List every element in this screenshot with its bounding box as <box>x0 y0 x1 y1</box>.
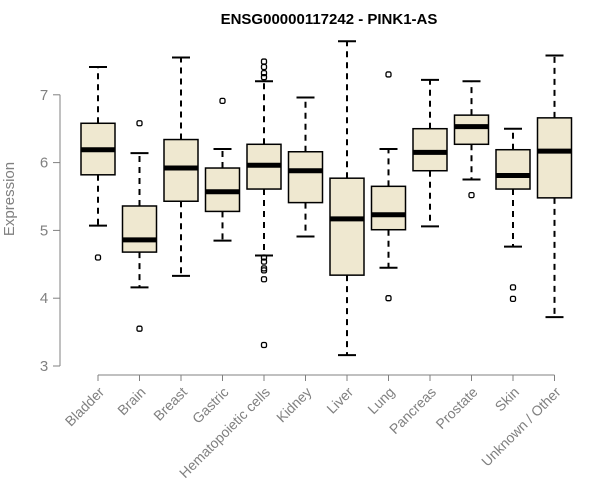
x-tick-label: Bladder <box>62 384 108 430</box>
y-axis-label: Expression <box>1 162 18 236</box>
x-tick-label: Kidney <box>273 384 315 426</box>
y-tick-label: 3 <box>40 358 48 375</box>
x-tick-label: Skin <box>492 384 523 415</box>
x-tick-label: Unknown / Other <box>478 384 564 470</box>
iqr-box <box>453 114 490 146</box>
box-unknown-other <box>536 54 573 319</box>
outlier-point <box>219 97 226 105</box>
y-tick-label: 6 <box>40 155 48 172</box>
box-bladder <box>80 66 116 261</box>
outlier-point <box>94 254 102 261</box>
iqr-box <box>536 117 573 199</box>
x-tick-label: Brain <box>114 384 148 418</box>
outlier-point <box>260 276 268 283</box>
outlier-point <box>260 341 268 349</box>
y-tick-label: 5 <box>40 222 48 239</box>
box-gastric <box>204 97 241 242</box>
iqr-box <box>329 177 365 276</box>
outlier-point <box>509 284 517 291</box>
x-tick-label: Liver <box>323 384 356 417</box>
outlier-point <box>385 71 392 78</box>
outlier-point <box>260 254 268 261</box>
y-tick-label: 7 <box>40 87 48 104</box>
box-pancreas <box>412 78 448 228</box>
x-tick-label: Lung <box>364 384 397 417</box>
outlier-point <box>260 258 268 265</box>
iqr-box <box>495 148 531 190</box>
box-hematopoietic-cells <box>246 58 282 349</box>
box-kidney <box>287 96 324 238</box>
outlier-point <box>136 325 143 332</box>
outlier-point <box>136 120 143 127</box>
outlier-point <box>509 295 517 303</box>
chart-title: ENSG00000117242 - PINK1-AS <box>221 11 438 28</box>
x-tick-label: Prostate <box>432 384 480 432</box>
boxes-group <box>80 40 573 357</box>
y-axis: 3 4 5 6 7 <box>40 87 61 375</box>
iqr-box <box>412 127 448 172</box>
box-breast <box>163 56 199 277</box>
iqr-box <box>370 185 407 231</box>
outlier-point <box>260 267 268 274</box>
outlier-point <box>260 69 268 77</box>
outlier-point <box>260 58 268 65</box>
outlier-point <box>385 295 392 302</box>
iqr-box <box>121 205 158 253</box>
outlier-point <box>468 191 475 199</box>
box-skin <box>495 127 531 303</box>
outlier-point <box>260 74 268 81</box>
y-tick-label: 4 <box>40 290 48 307</box>
box-lung <box>370 71 407 302</box>
iqr-box <box>287 151 324 204</box>
outlier-point <box>260 63 268 71</box>
box-prostate <box>453 80 490 199</box>
box-liver <box>329 40 365 357</box>
x-tick-label: Breast <box>150 384 190 424</box>
box-brain <box>121 120 158 332</box>
